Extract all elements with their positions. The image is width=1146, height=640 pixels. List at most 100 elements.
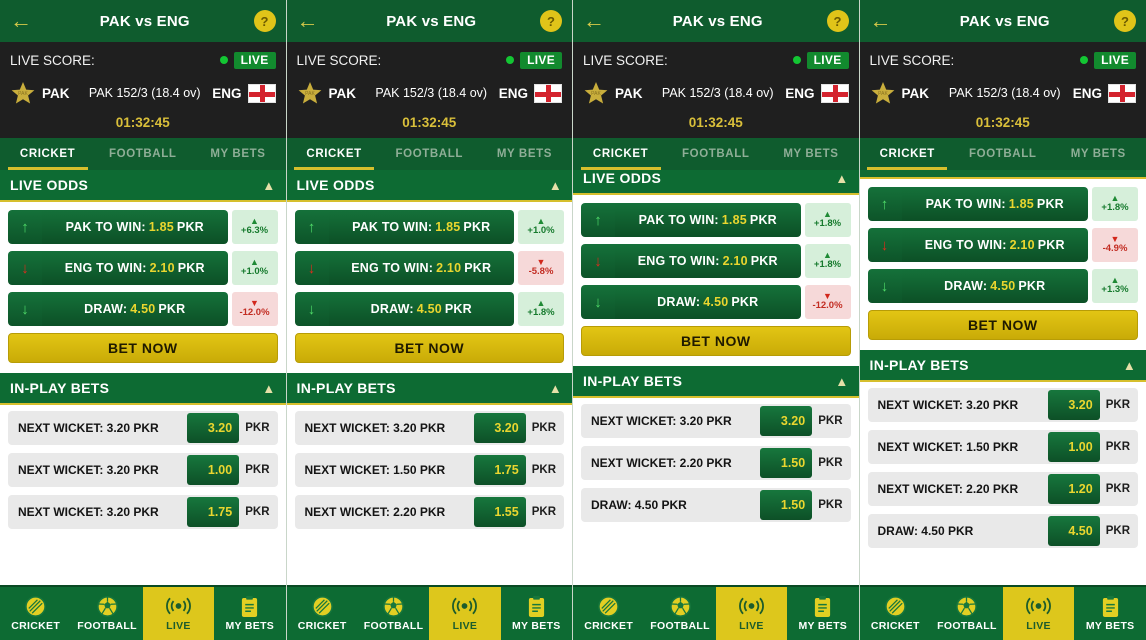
odds-selection[interactable]: PAK TO WIN: 1.85 PKR [328,210,514,244]
inplay-bet-row[interactable]: NEXT WICKET: 3.20 PKR 3.20 PKR [294,411,564,445]
tab-cricket[interactable]: CRICKET [573,138,668,170]
bottomnav-cricket[interactable]: CRICKET [287,587,358,640]
bet-now-button[interactable]: BET NOW [867,310,1138,340]
chevron-up-icon[interactable]: ▲ [835,373,849,389]
inplay-bet-row[interactable]: NEXT WICKET: 2.20 PKR 1.50 PKR [581,446,851,480]
odds-selection[interactable]: DRAW: 4.50 PKR [901,269,1088,303]
tab-football[interactable]: FOOTBALL [969,148,1037,160]
inplay-bet-odd[interactable]: 1.55 [473,497,526,527]
odds-row[interactable]: ↓ DRAW: 4.50 PKR ▼ -12.0% [8,292,278,326]
inplay-bet-row[interactable]: NEXT WICKET: 2.20 PKR 1.55 PKR [294,495,564,529]
inplay-bet-odd[interactable]: 1.75 [473,455,526,485]
help-button[interactable]: ? [1114,10,1136,32]
odds-selection[interactable]: DRAW: 4.50 PKR [615,285,801,319]
inplay-bets-header[interactable]: IN-PLAY BETS ▲ [859,350,1146,382]
bottomnav-football[interactable]: FOOTBALL [358,587,429,640]
odds-row[interactable]: ↑ PAK TO WIN: 1.85 PKR ▲ +1.8% [581,203,851,237]
content-scroller[interactable]: LIVE ODDS ▲ ↑ PAK TO WIN: 1.85 PKR ▲ +1.0% ↓ ENG … [286,170,572,545]
bottomnav-live[interactable]: LIVE [142,587,215,640]
inplay-bet-row[interactable]: NEXT WICKET: 1.50 PKR 1.00 PKR [867,430,1138,464]
tab-my-bets[interactable]: MY BETS [496,148,552,160]
odds-selection[interactable]: ENG TO WIN: 2.10 PKR [615,244,801,278]
live-odds-header[interactable]: LIVE ODDS▲ [573,170,859,195]
tab-my-bets[interactable]: MY BETS [1070,148,1126,160]
odds-selection[interactable]: DRAW: 4.50 PKR [328,292,514,326]
bet-now-button[interactable]: BET NOW [294,333,564,363]
bottomnav-live[interactable]: LIVE [429,587,501,640]
inplay-bet-odd[interactable]: 1.20 [1047,474,1100,504]
live-odds-header[interactable]: LIVE ODDS▲ [0,170,286,202]
content-scroller[interactable]: LIVE ODDS ▲ ↑ PAK TO WIN: 1.85 PKR ▲ +6.3% ↓ ENG … [0,170,286,545]
back-arrow-icon[interactable]: ← [869,8,892,33]
tab-cricket[interactable]: CRICKET [287,138,382,170]
bottomnav-cricket[interactable]: CRICKET [573,587,644,640]
tab-my-bets[interactable]: MY BETS [210,148,266,160]
odds-selection[interactable]: ENG TO WIN: 2.10 PKR [42,251,228,285]
bottomnav-my-bets[interactable]: MY BETS [1074,587,1146,640]
odds-row[interactable]: ↓ ENG TO WIN: 2.10 PKR ▼ -5.8% [294,251,564,285]
bottomnav-cricket[interactable]: CRICKET [860,587,932,640]
tab-football[interactable]: FOOTBALL [395,148,463,160]
back-arrow-icon[interactable]: ← [583,8,605,33]
odds-row[interactable]: ↓ ENG TO WIN: 2.10 PKR ▲ +1.8% [581,244,851,278]
inplay-bet-row[interactable]: NEXT WICKET: 3.20 PKR 3.20 PKR [867,388,1138,422]
inplay-bet-odd[interactable]: 3.20 [473,413,526,443]
live-odds-header[interactable]: LIVE ODDS▲ [286,170,572,202]
bottomnav-football[interactable]: FOOTBALL [644,587,715,640]
inplay-bet-odd[interactable]: 1.50 [760,448,813,478]
inplay-bets-header[interactable]: IN-PLAY BETS ▲ [286,373,572,405]
bottomnav-my-bets[interactable]: MY BETS [214,587,285,640]
inplay-bet-odd[interactable]: 3.20 [1047,390,1100,420]
bottomnav-football[interactable]: FOOTBALL [71,587,142,640]
back-arrow-icon[interactable]: ← [10,8,32,33]
odds-row[interactable]: ↑ PAK TO WIN: 1.85 PKR ▲ +6.3% [8,210,278,244]
inplay-bet-odd[interactable]: 3.20 [760,406,813,436]
odds-row[interactable]: ↓ ENG TO WIN: 2.10 PKR ▲ +1.0% [8,251,278,285]
inplay-bet-row[interactable]: NEXT WICKET: 3.20 PKR 1.00 PKR [8,453,278,487]
chevron-up-icon[interactable]: ▲ [835,170,849,186]
chevron-up-icon[interactable]: ▲ [262,380,276,396]
chevron-up-icon[interactable]: ▲ [1122,357,1136,373]
chevron-up-icon[interactable]: ▲ [548,177,562,193]
odds-row[interactable]: ↓ ENG TO WIN: 2.10 PKR ▼ -4.9% [867,228,1138,262]
inplay-bet-row[interactable]: DRAW: 4.50 PKR 1.50 PKR [581,488,851,522]
odds-selection[interactable]: PAK TO WIN: 1.85 PKR [42,210,228,244]
tab-football[interactable]: FOOTBALL [682,148,750,160]
odds-row[interactable]: ↓ DRAW: 4.50 PKR ▲ +1.8% [294,292,564,326]
chevron-up-icon[interactable]: ▲ [262,177,276,193]
inplay-bet-odd[interactable]: 3.20 [187,413,240,443]
bottomnav-cricket[interactable]: CRICKET [0,587,71,640]
odds-selection[interactable]: ENG TO WIN: 2.10 PKR [328,251,514,285]
help-button[interactable]: ? [826,10,849,32]
inplay-bet-row[interactable]: NEXT WICKET: 2.20 PKR 1.20 PKR [867,472,1138,506]
bottomnav-football[interactable]: FOOTBALL [931,587,1003,640]
inplay-bets-header[interactable]: IN-PLAY BETS ▲ [573,366,859,398]
bottomnav-live[interactable]: LIVE [715,587,788,640]
inplay-bets-header[interactable]: IN-PLAY BETS ▲ [0,373,286,405]
odds-row[interactable]: ↓ DRAW: 4.50 PKR ▲ +1.3% [867,269,1138,303]
inplay-bet-row[interactable]: DRAW: 4.50 PKR 4.50 PKR [867,514,1138,548]
bottomnav-my-bets[interactable]: MY BETS [501,587,572,640]
odds-row[interactable]: ↑ PAK TO WIN: 1.85 PKR ▲ +1.8% [867,187,1138,221]
bet-now-button[interactable]: BET NOW [581,326,851,356]
bottomnav-my-bets[interactable]: MY BETS [787,587,858,640]
inplay-bet-odd[interactable]: 1.50 [760,490,813,520]
help-button[interactable]: ? [540,10,562,32]
inplay-bet-row[interactable]: NEXT WICKET: 3.20 PKR 3.20 PKR [8,411,278,445]
inplay-bet-row[interactable]: NEXT WICKET: 3.20 PKR 1.75 PKR [8,495,278,529]
inplay-bet-odd[interactable]: 1.75 [187,497,240,527]
help-button[interactable]: ? [253,10,276,32]
bottomnav-live[interactable]: LIVE [1002,587,1075,640]
back-arrow-icon[interactable]: ← [296,8,319,33]
tab-cricket[interactable]: CRICKET [0,138,95,170]
inplay-bet-odd[interactable]: 1.00 [187,455,240,485]
inplay-bet-row[interactable]: NEXT WICKET: 1.50 PKR 1.75 PKR [294,453,564,487]
inplay-bet-row[interactable]: NEXT WICKET: 3.20 PKR 3.20 PKR [581,404,851,438]
odds-selection[interactable]: PAK TO WIN: 1.85 PKR [901,187,1088,221]
tab-my-bets[interactable]: MY BETS [783,148,839,160]
odds-selection[interactable]: ENG TO WIN: 2.10 PKR [901,228,1088,262]
live-odds-header[interactable]: LIVE ODDS▲ [859,170,1146,179]
tab-cricket[interactable]: CRICKET [860,138,956,170]
